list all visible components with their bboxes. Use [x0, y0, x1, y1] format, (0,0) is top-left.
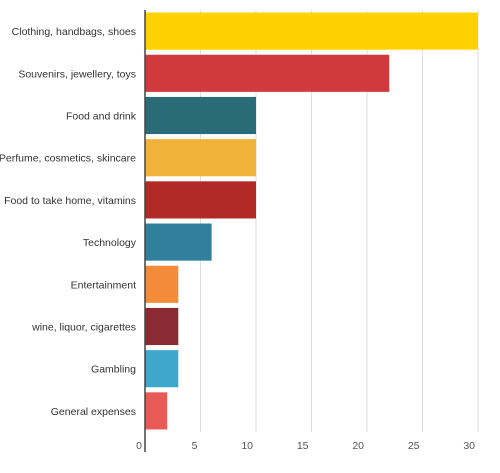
bar-2[interactable]: [145, 96, 256, 135]
x-tick-label: 10: [241, 440, 253, 452]
category-label: Perfume, cosmetics, skincare: [0, 153, 136, 165]
category-label: wine, liquor, cigarettes: [31, 322, 136, 334]
category-label: Entertainment: [71, 279, 136, 291]
bar-1[interactable]: [145, 54, 390, 92]
bar-3[interactable]: [145, 139, 256, 177]
x-tick-label: 5: [192, 440, 198, 452]
category-label: Clothing, handbags, shoes: [12, 26, 136, 38]
bar-6[interactable]: [145, 265, 179, 303]
category-label: Technology: [83, 237, 137, 249]
category-label: Food and drink: [66, 111, 137, 123]
x-tick-label: 15: [297, 440, 309, 452]
category-label: Food to take home, vitamins: [4, 195, 136, 207]
bar-8[interactable]: [145, 350, 179, 388]
x-tick-label: 30: [463, 440, 475, 452]
x-tick-label: 25: [408, 440, 420, 452]
bar-9[interactable]: [145, 392, 168, 430]
bar-0[interactable]: [145, 12, 478, 50]
bars: [145, 12, 478, 430]
category-label: Gambling: [91, 364, 136, 376]
bar-4[interactable]: [145, 181, 256, 219]
bar-7[interactable]: [145, 307, 179, 346]
category-label: General expenses: [51, 406, 136, 418]
x-tick-label: 0: [136, 440, 142, 452]
category-labels: Clothing, handbags, shoes Souvenirs, jewe…: [0, 26, 137, 418]
x-tick-labels: 0 5 10 15 20 25 30: [136, 440, 475, 452]
bar-5[interactable]: [145, 223, 212, 261]
category-label: Souvenirs, jewellery, toys: [18, 68, 136, 80]
x-tick-label: 20: [352, 440, 364, 452]
